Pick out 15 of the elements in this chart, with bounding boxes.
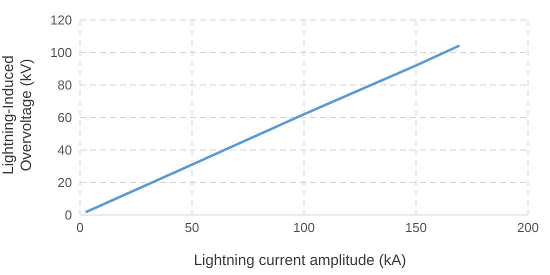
y-tick-label: 60 bbox=[58, 110, 72, 126]
y-tick-label: 80 bbox=[58, 78, 72, 93]
x-tick-label: 200 bbox=[517, 220, 539, 236]
x-tick-label: 100 bbox=[293, 220, 315, 236]
y-tick-label: 120 bbox=[50, 12, 72, 28]
x-tick-label: 0 bbox=[76, 220, 84, 236]
y-axis-title: Lightning-Induced Overvoltage (kV) bbox=[0, 55, 35, 175]
y-tick-label: 100 bbox=[50, 45, 72, 60]
x-tick-label: 50 bbox=[184, 220, 200, 236]
y-tick-label: 20 bbox=[58, 175, 72, 190]
y-tick-label: 40 bbox=[58, 142, 72, 158]
x-axis-title: Lightning current amplitude (kA) bbox=[194, 252, 406, 269]
line-series bbox=[85, 44, 460, 213]
y-tick-label: 0 bbox=[64, 208, 72, 223]
x-tick-label: 150 bbox=[405, 220, 427, 236]
